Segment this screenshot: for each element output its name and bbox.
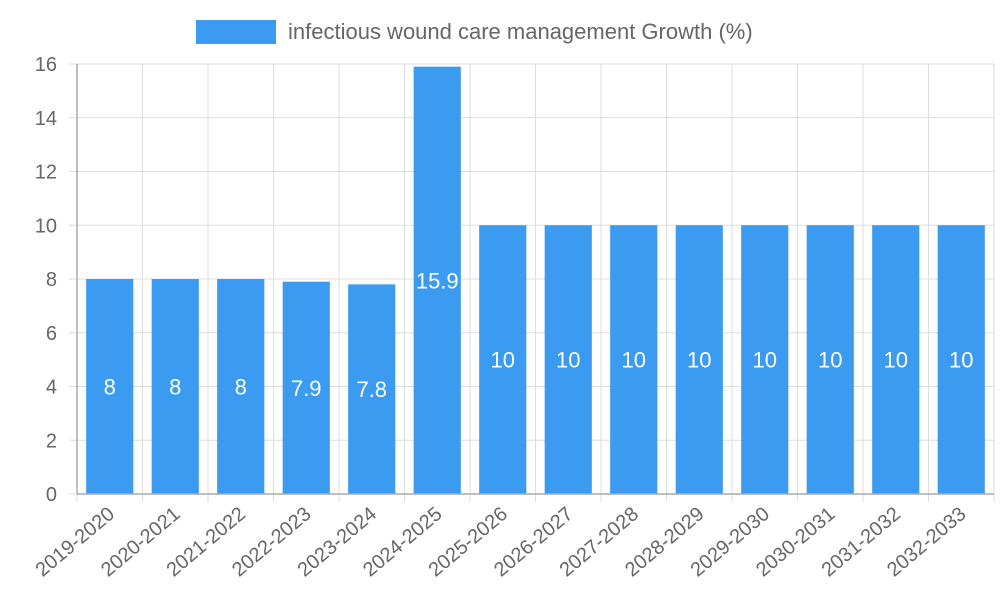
bar-value-label: 10 (491, 348, 515, 373)
bar-value-label: 10 (753, 348, 777, 373)
bar-value-label: 10 (949, 348, 973, 373)
bar-value-label: 8 (169, 375, 181, 400)
y-tick-label: 8 (46, 269, 57, 291)
y-tick-label: 2 (46, 430, 57, 452)
bar[interactable] (610, 225, 658, 494)
bar-value-label: 10 (687, 348, 711, 373)
bar-value-label: 15.9 (416, 268, 459, 293)
bar-value-label: 10 (622, 348, 646, 373)
bar[interactable] (937, 225, 985, 494)
legend-swatch (196, 20, 276, 44)
bar[interactable] (86, 279, 134, 494)
bar-value-label: 8 (235, 375, 247, 400)
y-tick-label: 16 (35, 54, 57, 76)
y-tick-label: 14 (35, 108, 57, 130)
bar[interactable] (872, 225, 920, 494)
y-tick-label: 6 (46, 323, 57, 345)
legend[interactable]: infectious wound care management Growth … (196, 19, 753, 44)
bar[interactable] (413, 66, 461, 494)
bar-value-label: 10 (556, 348, 580, 373)
bar[interactable] (217, 279, 265, 494)
bars-layer (86, 66, 985, 494)
bar[interactable] (348, 284, 396, 494)
bar-value-label: 7.9 (291, 376, 322, 401)
bar[interactable] (151, 279, 199, 494)
bar[interactable] (741, 225, 789, 494)
y-tick-label: 0 (46, 484, 57, 506)
grid-layer (69, 63, 995, 502)
y-tick-label: 10 (35, 215, 57, 237)
y-tick-label: 4 (46, 377, 57, 399)
bar-value-label: 7.8 (356, 377, 387, 402)
y-tick-label: 12 (35, 162, 57, 184)
bar-value-label: 8 (104, 375, 116, 400)
bar-value-label: 10 (884, 348, 908, 373)
bar-value-label: 10 (818, 348, 842, 373)
bar[interactable] (544, 225, 592, 494)
bar[interactable] (675, 225, 723, 494)
axes-layer (76, 64, 994, 495)
legend-label: infectious wound care management Growth … (288, 19, 753, 44)
bar[interactable] (282, 281, 330, 494)
bar[interactable] (806, 225, 854, 494)
bar[interactable] (479, 225, 527, 494)
